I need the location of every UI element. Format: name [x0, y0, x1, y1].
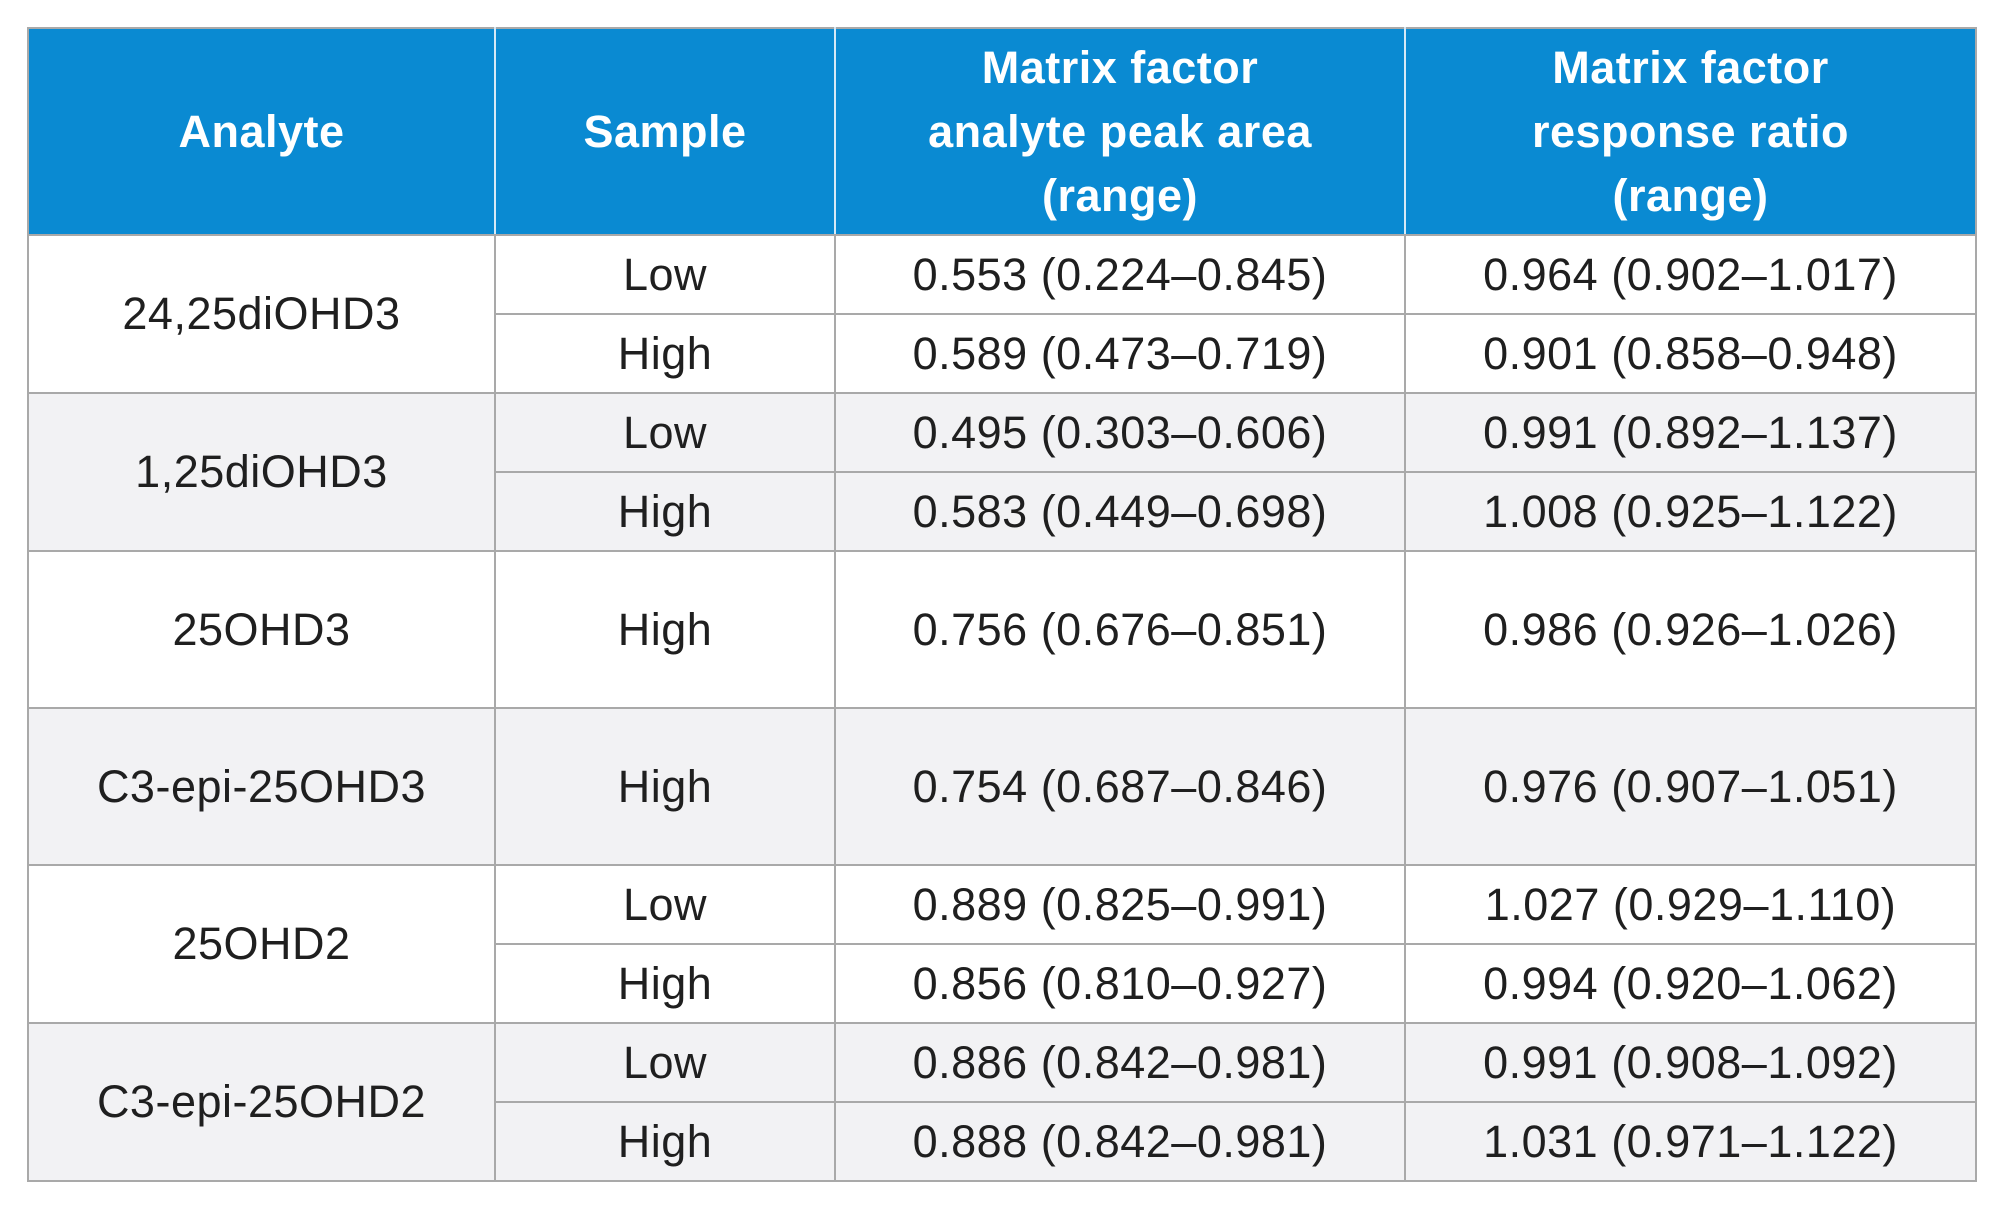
analyte-cell: 25OHD3	[27, 550, 496, 709]
analyte-cell: C3-epi-25OHD3	[27, 707, 496, 866]
response-ratio-cell: 0.901 (0.858–0.948)	[1404, 313, 1977, 394]
table-row: High 0.888 (0.842–0.981) 1.031 (0.971–1.12…	[28, 1101, 1977, 1182]
response-ratio-cell: 0.991 (0.908–1.092)	[1404, 1022, 1977, 1103]
table-row: C3-epi-25OHD3 High 0.754 (0.687–0.846) 0.97…	[27, 707, 1977, 866]
analyte-cell: 24,25diOHD3	[27, 234, 496, 394]
sample-cell: High	[494, 471, 836, 552]
header-matrix-factor-peak-area: Matrix factor analyte peak area (range)	[834, 27, 1406, 236]
header-line: Analyte	[178, 105, 345, 157]
response-ratio-cell: 0.991 (0.892–1.137)	[1404, 392, 1977, 473]
header-line: (range)	[1612, 169, 1769, 221]
header-row: Analyte Sample Matrix factor analyte peak a…	[27, 27, 1977, 236]
table-row: 24,25diOHD3 Low 0.553 (0.224–0.845) 0.964 (…	[27, 234, 1977, 394]
table-row: High 0.589 (0.473–0.719) 0.901 (0.858–0.94…	[28, 313, 1977, 394]
header-sample: Sample	[494, 27, 836, 236]
response-ratio-cell: 1.031 (0.971–1.122)	[1404, 1101, 1977, 1182]
sample-cell: Low	[494, 392, 836, 473]
response-ratio-cell: 1.027 (0.929–1.110)	[1404, 864, 1977, 945]
table-row: High 0.583 (0.449–0.698) 1.008 (0.925–1.12…	[28, 471, 1977, 552]
header-matrix-factor-response-ratio: Matrix factor response ratio (range)	[1404, 27, 1977, 236]
peak-area-cell: 0.856 (0.810–0.927)	[834, 943, 1406, 1024]
sample-cell: High	[494, 943, 836, 1024]
peak-area-cell: 0.888 (0.842–0.981)	[834, 1101, 1406, 1182]
response-ratio-cell: 0.964 (0.902–1.017)	[1404, 234, 1977, 315]
sample-cell: Low	[494, 1022, 836, 1103]
table-row: 25OHD2 Low 0.889 (0.825–0.991) 1.027 (0.929…	[27, 864, 1977, 1024]
peak-area-cell: 0.589 (0.473–0.719)	[834, 313, 1406, 394]
analyte-cell: C3-epi-25OHD2	[27, 1022, 496, 1182]
matrix-factor-table: Analyte Sample Matrix factor analyte peak a…	[27, 27, 1977, 1182]
table-row: High 0.856 (0.810–0.927) 0.994 (0.920–1.06…	[28, 943, 1977, 1024]
header-line: analyte peak area	[928, 105, 1312, 157]
header-line: Matrix factor	[1552, 41, 1829, 93]
peak-area-cell: 0.583 (0.449–0.698)	[834, 471, 1406, 552]
header-analyte: Analyte	[27, 27, 496, 236]
sample-cell: Low	[494, 234, 836, 315]
response-ratio-cell: 0.976 (0.907–1.051)	[1404, 707, 1977, 866]
sample-cell: Low	[494, 864, 836, 945]
header-line: Sample	[583, 105, 747, 157]
table-row: 25OHD3 High 0.756 (0.676–0.851) 0.986 (0.92…	[27, 550, 1977, 709]
response-ratio-cell: 0.986 (0.926–1.026)	[1404, 550, 1977, 709]
analyte-cell: 25OHD2	[27, 864, 496, 1024]
sample-cell: High	[494, 1101, 836, 1182]
peak-area-cell: 0.553 (0.224–0.845)	[834, 234, 1406, 315]
table-row: 1,25diOHD3 Low 0.495 (0.303–0.606) 0.991 (0…	[27, 392, 1977, 552]
peak-area-cell: 0.754 (0.687–0.846)	[834, 707, 1406, 866]
peak-area-cell: 0.886 (0.842–0.981)	[834, 1022, 1406, 1103]
peak-area-cell: 0.756 (0.676–0.851)	[834, 550, 1406, 709]
header-line: (range)	[1041, 169, 1198, 221]
analyte-cell: 1,25diOHD3	[27, 392, 496, 552]
peak-area-cell: 0.495 (0.303–0.606)	[834, 392, 1406, 473]
sample-cell: High	[494, 707, 836, 866]
table-header: Analyte Sample Matrix factor analyte peak a…	[27, 27, 1977, 236]
table-row: C3-epi-25OHD2 Low 0.886 (0.842–0.981) 0.991…	[27, 1022, 1977, 1182]
sample-cell: High	[494, 313, 836, 394]
table-body: 24,25diOHD3 Low 0.553 (0.224–0.845) 0.964 (…	[27, 234, 1977, 1182]
sample-cell: High	[494, 550, 836, 709]
peak-area-cell: 0.889 (0.825–0.991)	[834, 864, 1406, 945]
response-ratio-cell: 0.994 (0.920–1.062)	[1404, 943, 1977, 1024]
header-line: Matrix factor	[981, 41, 1259, 93]
response-ratio-cell: 1.008 (0.925–1.122)	[1404, 471, 1977, 552]
header-line: response ratio	[1531, 105, 1850, 157]
